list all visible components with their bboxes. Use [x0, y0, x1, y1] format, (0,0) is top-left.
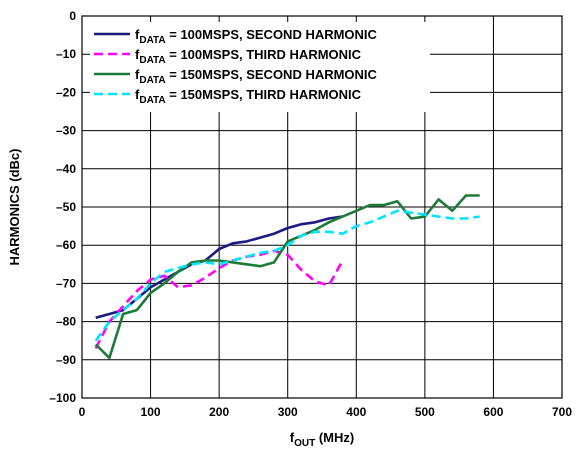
legend-label-sub: DATA [139, 95, 165, 106]
y-tick-label: –90 [56, 353, 76, 367]
x-tick-label: 0 [79, 405, 86, 419]
legend-label-rest: = 150MSPS, SECOND HARMONIC [166, 67, 378, 82]
x-tick-label: 200 [209, 405, 229, 419]
y-tick-labels: 0 –10 –20 –30 –40 –50 –60 –70 –80 –90 –100 [49, 9, 76, 405]
legend-label-base: f [135, 87, 140, 102]
series-line-3 [94, 194, 480, 360]
y-tick-label: –10 [56, 47, 76, 61]
y-tick-label: –40 [56, 162, 76, 176]
y-axis-label: HARMONICS (dBc) [7, 149, 22, 266]
legend-label-rest: = 100MSPS, THIRD HARMONIC [166, 47, 362, 62]
legend-label-1: fDATA = 100MSPS, SECOND HARMONIC [135, 27, 378, 46]
x-axis-label-base: f [290, 430, 295, 445]
legend-label-2: fDATA = 100MSPS, THIRD HARMONIC [135, 47, 362, 66]
x-axis-label-rest: (MHz) [315, 430, 354, 445]
legend-label-base: f [135, 67, 140, 82]
y-tick-label: –20 [56, 85, 76, 99]
legend-background [90, 22, 430, 112]
legend-label-sub: DATA [139, 35, 165, 46]
legend-label-4: fDATA = 150MSPS, THIRD HARMONIC [135, 87, 362, 106]
x-tick-label: 100 [141, 405, 161, 419]
legend-label-3: fDATA = 150MSPS, SECOND HARMONIC [135, 67, 378, 86]
x-axis-label: fOUT (MHz) [290, 430, 354, 449]
x-tick-labels: 0 100 200 300 400 500 600 700 [79, 405, 573, 419]
series-line-2 [94, 249, 344, 349]
x-tick-label: 500 [415, 405, 435, 419]
series-line-4 [94, 209, 480, 342]
legend-label-base: f [135, 27, 140, 42]
x-tick-label: 600 [483, 405, 503, 419]
legend-label-base: f [135, 47, 140, 62]
plot-border [81, 15, 563, 399]
series-layer [94, 194, 480, 360]
legend-label-rest: = 100MSPS, SECOND HARMONIC [166, 27, 378, 42]
legend-label-sub: DATA [139, 55, 165, 66]
y-tick-label: –30 [56, 124, 76, 138]
y-tick-label: 0 [69, 9, 76, 23]
x-axis-label-sub: OUT [294, 438, 315, 449]
y-tick-label: –50 [56, 200, 76, 214]
x-tick-label: 400 [346, 405, 366, 419]
legend-label-rest: = 150MSPS, THIRD HARMONIC [166, 87, 362, 102]
y-tick-label: –100 [49, 391, 76, 405]
y-tick-label: –80 [56, 315, 76, 329]
y-tick-label: –60 [56, 238, 76, 252]
y-tick-label: –70 [56, 276, 76, 290]
x-tick-label: 300 [278, 405, 298, 419]
x-tick-label: 700 [552, 405, 572, 419]
legend-label-sub: DATA [139, 75, 165, 86]
